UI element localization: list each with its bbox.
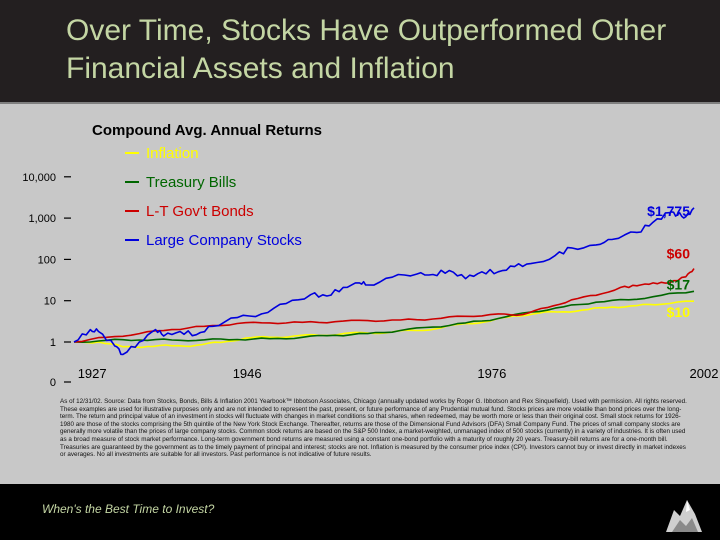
legend: Inflation Treasury Bills L-T Gov't Bonds La… <box>125 145 302 249</box>
y-tick-label: 10 <box>44 296 56 308</box>
series-end-label: $17 <box>667 276 691 292</box>
y-tick-label: 0 <box>50 377 56 389</box>
y-tick-label: 1 <box>50 337 56 349</box>
chart-panel: Compound Avg. Annual Returns 10,000 1,000… <box>0 104 720 484</box>
source-note: As of 12/31/02. Source: Data from Stocks… <box>60 398 687 459</box>
series-end-label: $60 <box>667 246 691 262</box>
legend-label: Large Company Stocks <box>146 232 302 249</box>
legend-label: Treasury Bills <box>146 174 236 191</box>
end-labels: $10 $17 $60 $1,775 <box>647 203 690 320</box>
series-line <box>73 290 695 343</box>
y-tick-label: 100 <box>38 254 56 266</box>
title-divider <box>0 102 720 104</box>
footer-bar <box>0 484 720 540</box>
y-tick-label: 1,000 <box>28 213 56 225</box>
x-tick-label: 1927 <box>78 366 107 381</box>
series-line <box>73 207 695 356</box>
chart-title: Compound Avg. Annual Returns <box>92 122 322 139</box>
series-end-label: $1,775 <box>647 203 690 219</box>
x-tick-label: 1976 <box>477 366 506 381</box>
legend-label: Inflation <box>146 145 199 162</box>
series-line <box>73 300 694 349</box>
slide-title: Over Time, Stocks Have Outperformed Othe… <box>66 14 667 85</box>
chart: Compound Avg. Annual Returns 10,000 1,000… <box>22 122 719 389</box>
rock-logo-icon <box>666 500 702 532</box>
legend-label: L-T Gov't Bonds <box>146 203 254 220</box>
x-tick-label: 1946 <box>233 366 262 381</box>
title-bar <box>0 0 720 102</box>
footer-text: When's the Best Time to Invest? <box>42 502 215 516</box>
series-lines <box>73 207 695 356</box>
x-tick-label: 2002 <box>690 366 719 381</box>
x-axis: 1927 1946 1976 2002 <box>78 366 719 381</box>
series-end-label: $10 <box>667 304 691 320</box>
series-line <box>73 268 695 343</box>
y-tick-label: 10,000 <box>22 172 56 184</box>
